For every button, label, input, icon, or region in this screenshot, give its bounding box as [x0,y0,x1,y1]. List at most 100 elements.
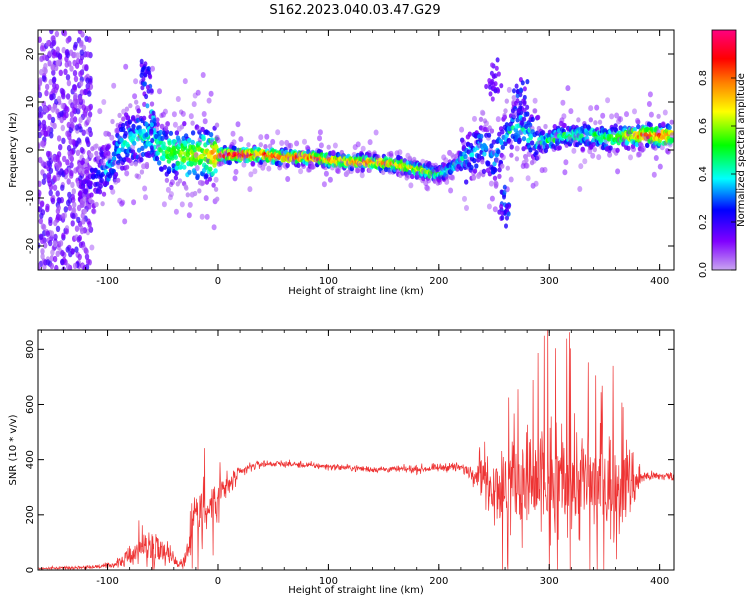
spectral-cell [41,119,47,127]
spectral-cell [196,125,202,132]
y-tick-label: 20 [25,48,36,61]
spectral-cell [543,147,549,154]
spectral-cell [67,191,72,199]
spectral-cell [481,168,487,174]
spectral-cell [46,125,52,133]
spectral-cell [148,74,153,80]
spectral-cell [54,30,60,38]
spectral-cell [38,111,42,118]
spectral-cell [592,147,597,153]
spectral-cell [39,201,45,208]
spectral-cell [264,133,270,140]
spectral-cell [600,112,606,119]
colorbar: 0.0 0.2 0.4 0.6 0.8 Normalized spectral ampl… [698,29,747,278]
spectral-cell [560,99,566,106]
spectral-cell [123,63,129,70]
spectral-cell [193,152,199,159]
spectral-cell [179,201,185,208]
spectral-cell [653,155,659,161]
spectral-cell [120,122,126,128]
spectral-cell [139,157,144,163]
spectral-cell [79,227,85,235]
spectral-cell [48,167,54,174]
spectral-cell [46,174,52,181]
spectral-cell [173,208,179,215]
y-tick-label: -10 [25,190,36,206]
spectral-cell [45,203,50,210]
spectral-cell [267,143,273,149]
spectral-cell [464,179,469,185]
y-tick-label: 0 [25,567,36,573]
spectral-cell [248,171,254,178]
spectral-cell [82,196,87,202]
spectral-cell [96,155,101,161]
spectral-cell [128,103,133,109]
spectral-cell [657,163,663,170]
x-tick-label: 200 [429,576,448,587]
spectral-cell [494,157,500,164]
spectral-cell [91,208,97,215]
spectral-cell [211,182,216,188]
spectral-cell [190,139,195,145]
spectral-cell [94,143,99,149]
spectral-cell [165,186,171,193]
spectral-cell [497,167,502,173]
spectral-cell [39,45,45,52]
spectral-cell [47,113,52,121]
spectral-cell [485,161,491,167]
x-tick-label: -100 [96,276,119,287]
spectral-cell [534,150,539,156]
spectral-cell [161,141,166,147]
spectral-cell [640,145,646,152]
spectral-cell [71,188,77,195]
spectral-cell [232,175,238,182]
spectral-cell [67,204,73,211]
spectral-cell [124,106,130,112]
spectral-cell [298,168,304,175]
spectral-cell [360,167,365,173]
spectral-cell [152,144,158,150]
spectral-cell [58,240,64,247]
spectral-cell [208,166,213,172]
spectral-cell [131,115,136,121]
spectral-cell [200,180,205,186]
spectral-cell [467,131,472,137]
spectral-cell [149,122,154,128]
spectral-cell [139,58,144,64]
spectral-cell [480,110,486,116]
spectral-cell [525,79,530,85]
spectral-cell [631,146,636,153]
spectral-cell [366,150,372,157]
spectral-cell [516,108,521,114]
spectral-cell [330,149,336,156]
spectral-cell [60,250,65,257]
spectral-cell [52,175,57,182]
spectral-cell [133,161,138,167]
spectral-cell [360,145,366,152]
figure-title: S162.2023.040.03.47.G29 [269,3,440,18]
spectral-cell [189,161,194,167]
spectral-cell [143,61,148,67]
spectral-cell [493,88,498,94]
spectral-cell [51,77,57,84]
spectral-cell [311,163,316,170]
spectral-cell [50,249,55,256]
spectral-cell [136,108,141,114]
spectral-cell [132,93,138,100]
spectral-cell [542,166,548,173]
spectral-cell [121,116,126,122]
spectral-cell [213,143,219,149]
spectral-cell [373,129,379,136]
spectral-cell [67,197,73,204]
spectral-cell [499,83,504,89]
spectral-cell [47,50,52,57]
spectral-cell [262,161,268,167]
spectral-cell [359,172,365,179]
spectral-cell [133,78,139,85]
spectral-cell [53,233,58,241]
spectral-cell [607,151,613,158]
spectral-cell [511,95,516,101]
spectral-cell [38,198,41,205]
